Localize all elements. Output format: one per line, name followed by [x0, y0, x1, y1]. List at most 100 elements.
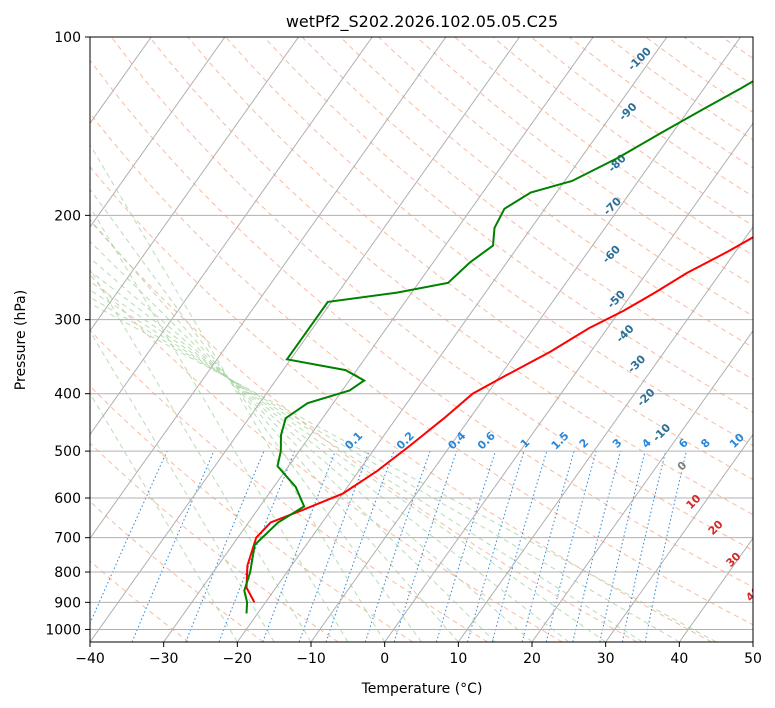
isotherm-line: [752, 641, 753, 642]
mixing-ratio-label: 8: [698, 436, 713, 451]
mixing-ratio-label: 0.6: [475, 429, 498, 452]
mixing-ratio-line: [262, 450, 336, 642]
moist-adiabat: [90, 280, 606, 642]
x-tick-label: 20: [523, 651, 541, 667]
isotherm-line: [90, 37, 447, 540]
mixing-ratio-label: 3: [610, 436, 625, 451]
mixing-ratio-line: [621, 450, 667, 642]
x-axis-ticks: −40 −30 −20 −10 0 10 20 30 40 50: [75, 642, 762, 667]
moist-adiabat: [90, 143, 386, 642]
moist-adiabat: [90, 289, 643, 642]
x-tick-label: −40: [75, 651, 105, 667]
dry-adiabat: [90, 112, 753, 626]
dry-adiabat: [90, 442, 339, 642]
mixing-ratio-line: [467, 450, 525, 642]
moist-adiabat: [90, 240, 496, 642]
isotherm-line: [531, 329, 753, 642]
x-tick-label: 10: [449, 651, 467, 667]
isotherm-line: [457, 226, 753, 642]
isotherm-line: [0, 37, 4, 642]
dry-adiabat: [90, 219, 638, 642]
isotherm-line: [605, 433, 753, 642]
mixing-ratio-label: 1: [518, 436, 533, 451]
moist-adiabat-label: -30: [625, 352, 648, 375]
moist-adiabat: [90, 392, 238, 642]
dry-adiabat: [111, 37, 753, 552]
isotherm-label: 40: [743, 584, 763, 604]
y-tick-label: 500: [54, 444, 81, 460]
mixing-ratio-label: 1.5: [549, 429, 572, 452]
mixing-ratio-label: 13: [753, 431, 773, 451]
temperature-profile: [245, 236, 753, 603]
x-tick-label: 0: [380, 651, 389, 667]
moist-adiabat: [90, 302, 717, 642]
x-tick-label: −30: [149, 651, 179, 667]
isotherm-line: [90, 37, 373, 436]
dry-adiabat: [530, 37, 753, 198]
isotherm-label: 20: [706, 517, 726, 537]
y-tick-label: 1000: [45, 622, 81, 638]
dry-adiabat: [683, 37, 753, 86]
plot-frame: [89, 36, 754, 643]
dry-adiabat: [339, 37, 753, 349]
moist-adiabat-label: -10: [650, 421, 673, 444]
x-tick-label: 40: [670, 651, 688, 667]
mixing-ratio-line: [298, 450, 370, 642]
isotherm-line: [90, 37, 226, 228]
mixing-ratio-line: [644, 450, 687, 642]
isotherm-line: [0, 37, 78, 642]
dry-adiabat: [263, 37, 753, 413]
isotherm-line: [90, 37, 520, 642]
x-tick-label: 50: [744, 651, 762, 667]
moist-adiabat-label: -60: [600, 242, 623, 265]
mixing-ratio-line: [90, 450, 168, 625]
dry-adiabat: [225, 37, 753, 447]
isotherm-line: [678, 537, 753, 642]
y-tick-label: 100: [54, 30, 81, 46]
mixing-ratio-line: [185, 450, 265, 642]
dry-adiabat: [378, 37, 753, 317]
isotherm-line: [163, 37, 594, 642]
mixing-ratio-line: [364, 450, 431, 642]
moist-adiabat: [90, 206, 349, 642]
y-axis-ticks: 100 200 300 400 500 600 700 800 900 1000: [45, 30, 90, 638]
mixing-ratio-line: [218, 450, 296, 642]
moist-adiabat: [90, 268, 312, 642]
mixing-ratio-line: [393, 450, 458, 642]
mixing-ratio-line: [435, 450, 496, 642]
x-axis-label: Temperature (°C): [361, 681, 483, 697]
dry-adiabat: [90, 274, 563, 642]
y-tick-label: 700: [54, 531, 81, 547]
mixing-ratio-line: [599, 450, 646, 642]
moist-adiabat: [90, 270, 570, 642]
moist-adiabat-label: -70: [601, 194, 624, 217]
isotherm-line: [236, 37, 668, 642]
mixing-ratio-line: [131, 450, 215, 642]
background-lines: [0, 37, 753, 642]
sounding-series: [243, 80, 753, 614]
mixing-ratio-line: [572, 450, 621, 642]
moist-adiabat: [90, 218, 459, 642]
dry-adiabat: [301, 37, 753, 381]
line-labels: -100-90-80-70-60-50-40-30-20-100.1 0.2 0.4…: [342, 44, 773, 604]
y-tick-label: 200: [54, 208, 81, 224]
dry-adiabat: [416, 37, 753, 286]
y-axis-label: Pressure (hPa): [13, 290, 29, 390]
mixing-ratio-label: 0.4: [446, 429, 469, 452]
dry-adiabat: [90, 166, 712, 642]
dry-adiabat: [149, 37, 753, 516]
isotherm-line: [90, 37, 299, 332]
y-tick-label: 300: [54, 313, 81, 329]
isotherm-line: [384, 122, 753, 642]
x-tick-label: −10: [296, 651, 326, 667]
y-tick-label: 600: [54, 491, 81, 507]
x-tick-label: 30: [597, 651, 615, 667]
moist-adiabat-label: -40: [613, 322, 636, 345]
dry-adiabat: [645, 37, 753, 113]
dry-adiabat: [454, 37, 753, 256]
isotherm-label: 0: [675, 458, 690, 473]
dry-adiabat: [90, 560, 190, 642]
mixing-ratio-line: [325, 450, 395, 642]
mixing-ratio-label: 0.1: [342, 429, 365, 452]
